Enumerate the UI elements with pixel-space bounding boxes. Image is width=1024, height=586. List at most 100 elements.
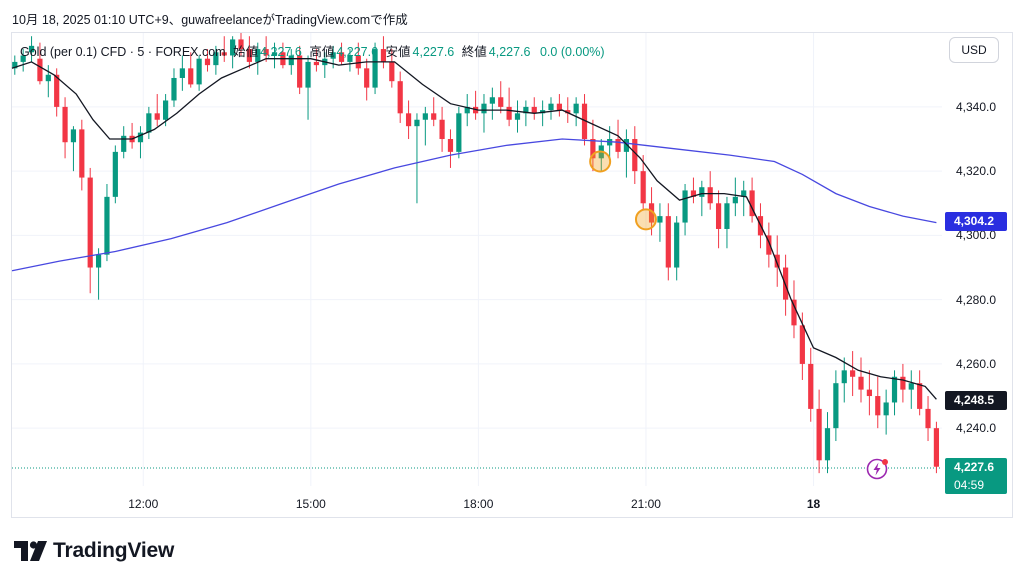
candle-body (690, 190, 697, 197)
slow-moving-average-line (11, 138, 937, 272)
candle-body (665, 216, 671, 268)
bar-countdown: 04:59 (954, 478, 985, 492)
change-value: 0.0 (0.00%) (539, 45, 605, 59)
event-marker (634, 208, 657, 231)
candle-body (623, 139, 630, 152)
candle-body (464, 106, 470, 114)
high-value: 4,227.6 (336, 45, 379, 59)
candle-body (573, 103, 579, 114)
candle-body (414, 119, 420, 127)
candle-body (581, 103, 588, 140)
candle-body (297, 55, 303, 88)
price-tag-ma_slow: 4,304.2 (945, 211, 1007, 231)
candle-body (833, 383, 839, 429)
currency-button[interactable]: USD (949, 37, 999, 63)
candle-body (439, 119, 445, 140)
candle-body (774, 254, 780, 268)
candle-body (146, 113, 152, 133)
candle-body (28, 45, 35, 53)
price-tag-price: 4,227.6 04:59 (945, 458, 1007, 494)
candle-body (422, 113, 428, 120)
open-label: 始値 (233, 45, 259, 59)
candle-body (104, 196, 110, 255)
candle-body (271, 52, 278, 56)
candle-body (163, 100, 169, 120)
candle-body (456, 113, 462, 152)
candle-body (171, 77, 177, 101)
candle-body (372, 49, 378, 88)
candle-body (62, 106, 68, 143)
candle-body (648, 203, 655, 223)
grid-lines (12, 33, 942, 486)
candle-body (95, 254, 102, 268)
candle-body (355, 55, 361, 69)
candle-body (255, 49, 261, 62)
candle-body (891, 376, 898, 403)
close-label: 終値 (461, 45, 487, 59)
candle-body (732, 196, 738, 204)
candle-body (766, 235, 772, 255)
candle-body (447, 139, 454, 152)
y-tick-label: 4,340.0 (956, 99, 997, 114)
candle-body (288, 55, 294, 66)
candle-body (397, 81, 403, 114)
candle-body (305, 61, 311, 88)
brand-logo[interactable]: TradingView (14, 539, 174, 563)
candle-body (313, 61, 320, 66)
candle-body (238, 39, 244, 50)
open-value: 4,227.6 (260, 45, 302, 59)
x-tick-label: 21:00 (630, 497, 661, 511)
candle-body (657, 216, 663, 223)
candle-body (917, 383, 923, 409)
candle-body (196, 58, 202, 85)
candle-body (514, 113, 521, 120)
candle-body (380, 49, 387, 62)
price-tag-ma_fast: 4,248.5 (945, 390, 1007, 410)
candle-body (674, 222, 680, 268)
candle-body (137, 132, 144, 143)
candle-body (54, 74, 60, 107)
candle-body (12, 61, 18, 69)
candle-body (87, 177, 93, 268)
candle-body (816, 408, 822, 461)
y-tick-label: 4,260.0 (956, 356, 997, 371)
candle-body (405, 113, 412, 127)
candle-body (640, 171, 646, 204)
symbol-name[interactable]: Gold (per 0.1) CFD · 5 · FOREX.com (20, 45, 226, 59)
candle-body (506, 106, 512, 120)
candle-body (498, 97, 504, 107)
candle-body (45, 74, 51, 82)
candles (12, 33, 940, 474)
candle-body (37, 58, 43, 82)
candle-body (20, 55, 26, 62)
event-marker (589, 150, 612, 173)
candle-body (121, 135, 127, 152)
candle-body (330, 52, 336, 59)
candle-body (841, 370, 847, 384)
candle-body (715, 203, 722, 229)
x-tick-label: 12:00 (128, 497, 159, 511)
candle-body (615, 139, 621, 152)
candle-body (707, 187, 713, 204)
tradingview-logo-icon (14, 541, 47, 561)
candle-body (481, 103, 487, 114)
candle-body (389, 61, 395, 82)
event-markers (589, 150, 657, 231)
candle-body (699, 187, 705, 197)
candle-body (179, 68, 185, 78)
candle-body (724, 203, 730, 229)
candle-body (188, 68, 194, 85)
lightning-alert-icon[interactable] (866, 458, 888, 480)
candle-body (523, 106, 529, 114)
price-tag-value: 4,227.6 (954, 460, 995, 474)
candle-body (154, 113, 160, 120)
high-label: 高値 (309, 45, 335, 59)
candle-body (79, 129, 85, 178)
candle-body (791, 299, 797, 326)
price-tag-value: 4,248.5 (954, 392, 995, 407)
close-value: 4,227.6 (488, 45, 531, 59)
candle-body (531, 106, 537, 114)
candle-body (364, 68, 370, 88)
candle-body (213, 52, 219, 66)
